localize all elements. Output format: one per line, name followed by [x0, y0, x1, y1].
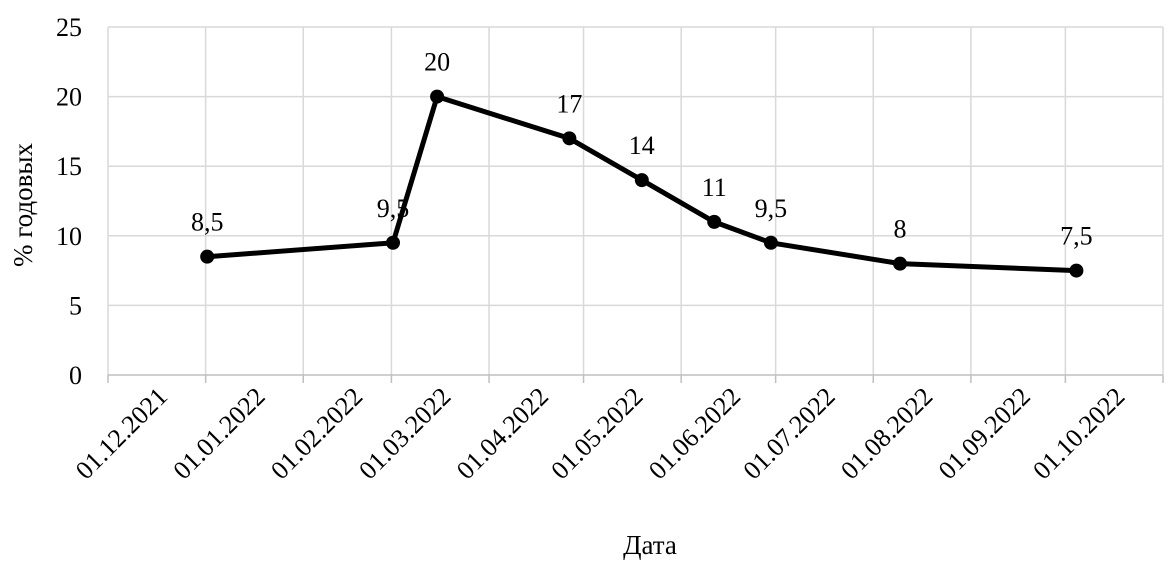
x-tick-label: 01.09.2022 [933, 382, 1036, 485]
x-tick-label: 01.02.2022 [265, 382, 368, 485]
x-tick-label: 01.10.2022 [1027, 382, 1130, 485]
x-axis-title: Дата [623, 530, 677, 560]
x-tick-label: 01.12.2021 [70, 382, 173, 485]
x-tick-label: 01.03.2022 [353, 382, 456, 485]
data-label: 8 [894, 215, 907, 244]
data-point [430, 89, 445, 104]
y-axis-title: % годовых [8, 143, 38, 267]
series [200, 89, 1084, 278]
x-axis-ticks: 01.12.202101.01.202201.02.202201.03.2022… [70, 382, 1131, 485]
data-label: 9,5 [755, 194, 788, 223]
grid [107, 26, 1164, 383]
y-tick-label: 20 [56, 83, 82, 112]
x-tick-label: 01.08.2022 [835, 382, 938, 485]
data-label: 7,5 [1060, 222, 1093, 251]
data-point [707, 214, 722, 229]
data-labels: 8,5 9,5 20 17 14 11 9,5 8 7,5 [191, 48, 1093, 251]
data-label: 9,5 [377, 194, 410, 223]
data-point [634, 173, 649, 188]
y-tick-label: 10 [56, 222, 82, 251]
y-tick-label: 15 [56, 152, 82, 181]
data-label: 8,5 [191, 208, 224, 237]
data-point [1069, 263, 1084, 278]
data-point [763, 235, 778, 250]
data-point [200, 249, 215, 264]
data-point [893, 256, 908, 271]
data-label: 11 [702, 173, 727, 202]
data-label: 20 [424, 48, 450, 77]
x-tick-label: 01.01.2022 [167, 382, 270, 485]
data-point [386, 235, 401, 250]
data-label: 17 [556, 89, 582, 118]
y-tick-label: 0 [69, 361, 82, 390]
y-tick-label: 25 [56, 13, 82, 42]
x-tick-label: 01.04.2022 [451, 382, 554, 485]
x-tick-label: 01.05.2022 [545, 382, 648, 485]
y-tick-label: 5 [69, 291, 82, 320]
data-point [562, 131, 577, 146]
data-label: 14 [629, 131, 655, 160]
y-axis-ticks: 0 5 10 15 20 25 [56, 13, 82, 390]
x-tick-label: 01.06.2022 [643, 382, 746, 485]
x-tick-label: 01.07.2022 [737, 382, 840, 485]
